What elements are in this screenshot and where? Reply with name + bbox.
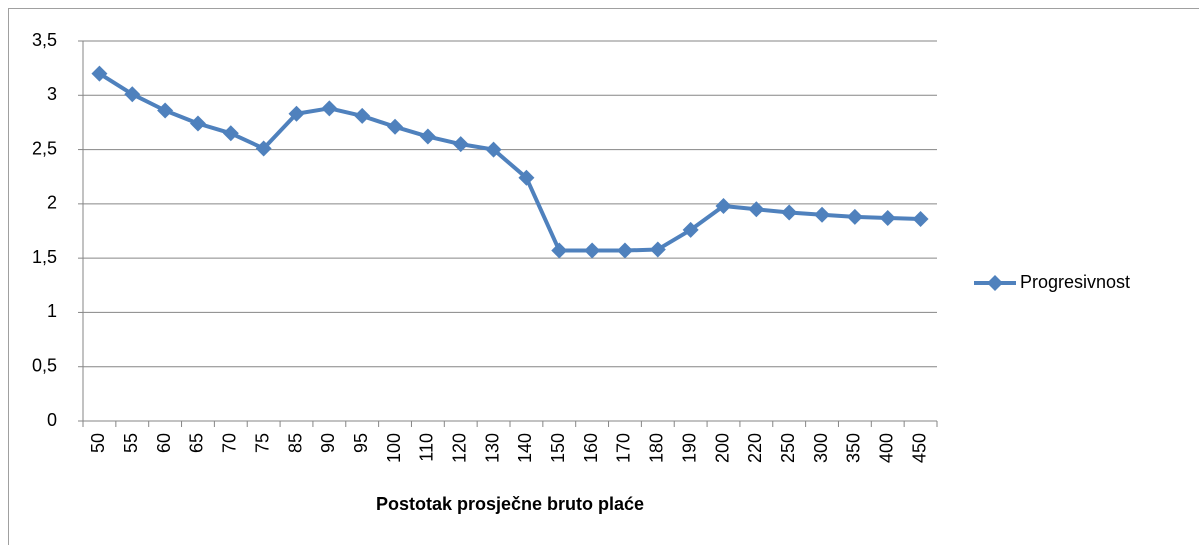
x-tick-label: 400 [876, 433, 896, 463]
marker [189, 115, 206, 132]
marker [452, 136, 469, 153]
x-tick-label: 70 [220, 433, 240, 453]
marker [419, 128, 436, 145]
marker [584, 242, 601, 259]
marker [91, 65, 108, 82]
y-tick-label: 0 [47, 410, 57, 430]
marker [616, 242, 633, 259]
x-tick-label: 65 [187, 433, 207, 453]
x-tick-label: 170 [614, 433, 634, 463]
marker [814, 206, 831, 223]
y-tick-label: 2,5 [32, 138, 57, 158]
x-tick-label: 50 [88, 433, 108, 453]
x-tick-label: 100 [384, 433, 404, 463]
marker [682, 221, 699, 238]
series-line [98, 71, 921, 253]
x-tick-label: 160 [581, 433, 601, 463]
marker [354, 107, 371, 124]
y-tick-label: 0,5 [32, 355, 57, 375]
x-tick-label: 120 [449, 433, 469, 463]
y-tick-label: 2 [47, 193, 57, 213]
marker [518, 169, 535, 186]
marker [879, 209, 896, 226]
x-tick-label: 150 [548, 433, 568, 463]
x-tick-label: 180 [647, 433, 667, 463]
x-tick-label: 250 [778, 433, 798, 463]
marker [551, 242, 568, 259]
x-tick-label: 95 [351, 433, 371, 453]
marker [912, 211, 929, 228]
marker [222, 125, 239, 142]
legend-marker [987, 275, 1003, 291]
x-tick-label: 450 [909, 433, 929, 463]
marker [715, 198, 732, 215]
x-tick-label: 220 [745, 433, 765, 463]
marker [649, 241, 666, 258]
y-tick-label: 3,5 [32, 30, 57, 50]
marker [255, 140, 272, 157]
marker [321, 100, 338, 117]
y-tick-label: 3 [47, 84, 57, 104]
x-tick-label: 130 [482, 433, 502, 463]
x-tick-label: 300 [811, 433, 831, 463]
marker [157, 102, 174, 119]
y-tick-label: 1,5 [32, 247, 57, 267]
legend-label: Progresivnost [1020, 272, 1130, 292]
marker [846, 208, 863, 225]
marker [124, 86, 141, 103]
marker [485, 141, 502, 158]
x-axis-label: Postotak prosječne bruto plaće [376, 494, 644, 514]
x-tick-label: 85 [285, 433, 305, 453]
y-tick-label: 1 [47, 301, 57, 321]
marker [781, 204, 798, 221]
x-tick-label: 140 [515, 433, 535, 463]
x-tick-label: 55 [121, 433, 141, 453]
x-tick-label: 190 [679, 433, 699, 463]
x-tick-label: 350 [844, 433, 864, 463]
chart-border [8, 8, 1199, 545]
x-tick-label: 110 [417, 433, 437, 462]
marker [748, 201, 765, 218]
x-tick-label: 200 [712, 433, 732, 463]
marker [387, 118, 404, 135]
marker [288, 105, 305, 122]
x-tick-label: 90 [318, 433, 338, 453]
x-tick-label: 60 [154, 433, 174, 453]
x-tick-label: 75 [252, 433, 272, 453]
